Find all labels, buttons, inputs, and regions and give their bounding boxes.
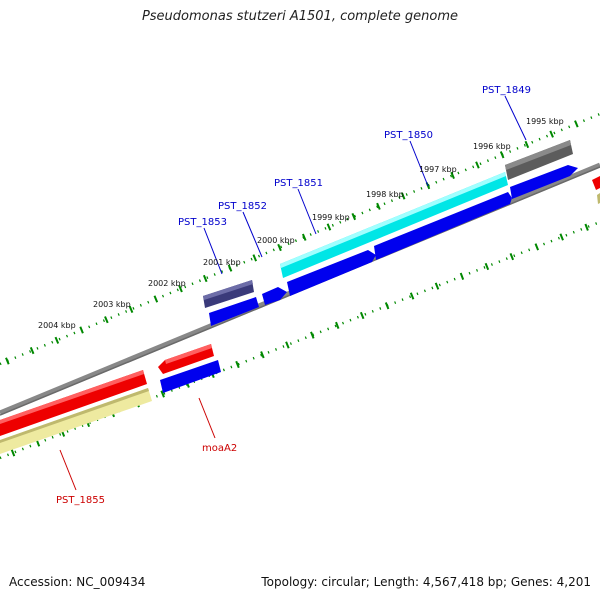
scale-tick bbox=[549, 130, 554, 138]
outer-major-ticks bbox=[5, 120, 579, 365]
scale-tick bbox=[434, 282, 440, 290]
gene-label-pst-1850[interactable]: PST_1850 bbox=[384, 130, 433, 141]
scale-tick bbox=[459, 272, 465, 280]
scale-tick bbox=[79, 326, 84, 334]
cds-blue-1852[interactable] bbox=[262, 287, 287, 305]
genome-summary-text: Topology: circular; Length: 4,567,418 bp… bbox=[261, 575, 591, 589]
scale-tick bbox=[559, 233, 564, 241]
scale-tick bbox=[10, 449, 16, 457]
scale-tick bbox=[351, 213, 357, 221]
scale-tick bbox=[499, 151, 505, 159]
scale-tick bbox=[252, 254, 258, 262]
scale-label-2000: 2000 kbp bbox=[257, 236, 295, 245]
scale-tick bbox=[178, 285, 183, 293]
scale-label-1996: 1996 kbp bbox=[473, 142, 511, 151]
scale-tick bbox=[584, 223, 589, 231]
leader-1851 bbox=[297, 188, 317, 235]
scale-tick bbox=[359, 311, 365, 320]
scale-label-1995: 1995 kbp bbox=[526, 117, 564, 126]
leader-1852 bbox=[242, 211, 263, 258]
leader-1853 bbox=[203, 227, 223, 275]
scale-label-2004: 2004 kbp bbox=[38, 321, 76, 330]
scale-tick bbox=[128, 305, 134, 313]
scale-tick bbox=[524, 140, 530, 149]
feature-gray-highlight bbox=[505, 140, 571, 170]
scale-tick bbox=[202, 274, 208, 283]
scale-tick bbox=[104, 316, 109, 324]
scale-label-1999: 1999 kbp bbox=[312, 213, 350, 222]
scale-tick bbox=[5, 357, 10, 365]
feature-slate-highlight bbox=[203, 280, 253, 300]
scale-tick bbox=[376, 202, 381, 210]
scale-tick bbox=[409, 292, 415, 300]
cds-blue-1850[interactable] bbox=[374, 192, 512, 260]
cds-red-1855-highlight bbox=[0, 370, 144, 424]
leader-1850 bbox=[409, 140, 429, 187]
gene-label-pst-1849[interactable]: PST_1849 bbox=[482, 85, 531, 96]
scale-tick bbox=[160, 390, 165, 398]
scale-tick bbox=[534, 243, 540, 251]
scale-tick bbox=[475, 161, 480, 169]
accession-text: Accession: NC_009434 bbox=[9, 575, 146, 589]
gene-label-pst-1853[interactable]: PST_1853 bbox=[178, 217, 227, 228]
scale-label-2002: 2002 kbp bbox=[148, 279, 186, 288]
scale-tick bbox=[574, 120, 579, 128]
gene-label-pst-1855[interactable]: PST_1855 bbox=[56, 495, 105, 506]
scale-tick bbox=[227, 264, 233, 272]
cds-blue-1851[interactable] bbox=[287, 250, 376, 296]
scale-tick bbox=[301, 233, 307, 241]
scale-label-1997: 1997 kbp bbox=[419, 165, 457, 174]
scale-label-1998: 1998 kbp bbox=[366, 190, 404, 199]
cds-red-moaa2-highlight bbox=[165, 344, 212, 364]
scale-label-2003: 2003 kbp bbox=[93, 300, 131, 309]
gene-label-moaa2[interactable]: moaA2 bbox=[202, 443, 237, 454]
cds-blue-1853[interactable] bbox=[209, 297, 259, 326]
outer-scale-dots bbox=[0, 112, 600, 366]
cds-blue-moaa2[interactable] bbox=[160, 360, 221, 393]
scale-tick bbox=[335, 321, 340, 329]
scale-tick bbox=[285, 341, 290, 349]
cds-red-edge[interactable] bbox=[592, 176, 600, 190]
gene-label-pst-1852[interactable]: PST_1852 bbox=[218, 201, 267, 212]
feature-khaki-edge bbox=[0, 388, 149, 443]
scale-label-2001: 2001 kbp bbox=[203, 258, 241, 267]
scale-tick bbox=[509, 253, 515, 261]
scale-tick bbox=[310, 331, 315, 339]
scale-tick bbox=[153, 295, 159, 303]
leader-moaa2 bbox=[198, 397, 216, 439]
gene-label-pst-1851[interactable]: PST_1851 bbox=[274, 178, 323, 189]
scale-tick bbox=[384, 302, 390, 310]
scale-tick bbox=[235, 360, 240, 369]
scale-tick bbox=[260, 351, 265, 359]
feature-cyan[interactable] bbox=[280, 172, 508, 278]
scale-tick bbox=[450, 171, 455, 179]
scale-tick bbox=[54, 336, 60, 344]
cds-red-1855[interactable] bbox=[0, 370, 147, 436]
feature-khaki[interactable] bbox=[0, 388, 152, 454]
feature-cyan-highlight bbox=[280, 172, 506, 268]
scale-tick bbox=[400, 192, 406, 200]
scale-tick bbox=[277, 243, 282, 252]
leader-1855 bbox=[59, 449, 77, 491]
scale-tick bbox=[484, 262, 490, 271]
feature-khaki-right[interactable] bbox=[597, 193, 600, 204]
scale-tick bbox=[326, 223, 332, 231]
map-title: Pseudomonas stutzeri A1501, complete gen… bbox=[141, 9, 459, 24]
cds-blue-1849[interactable] bbox=[510, 165, 578, 199]
leader-1849 bbox=[504, 95, 527, 141]
scale-tick bbox=[29, 347, 35, 355]
